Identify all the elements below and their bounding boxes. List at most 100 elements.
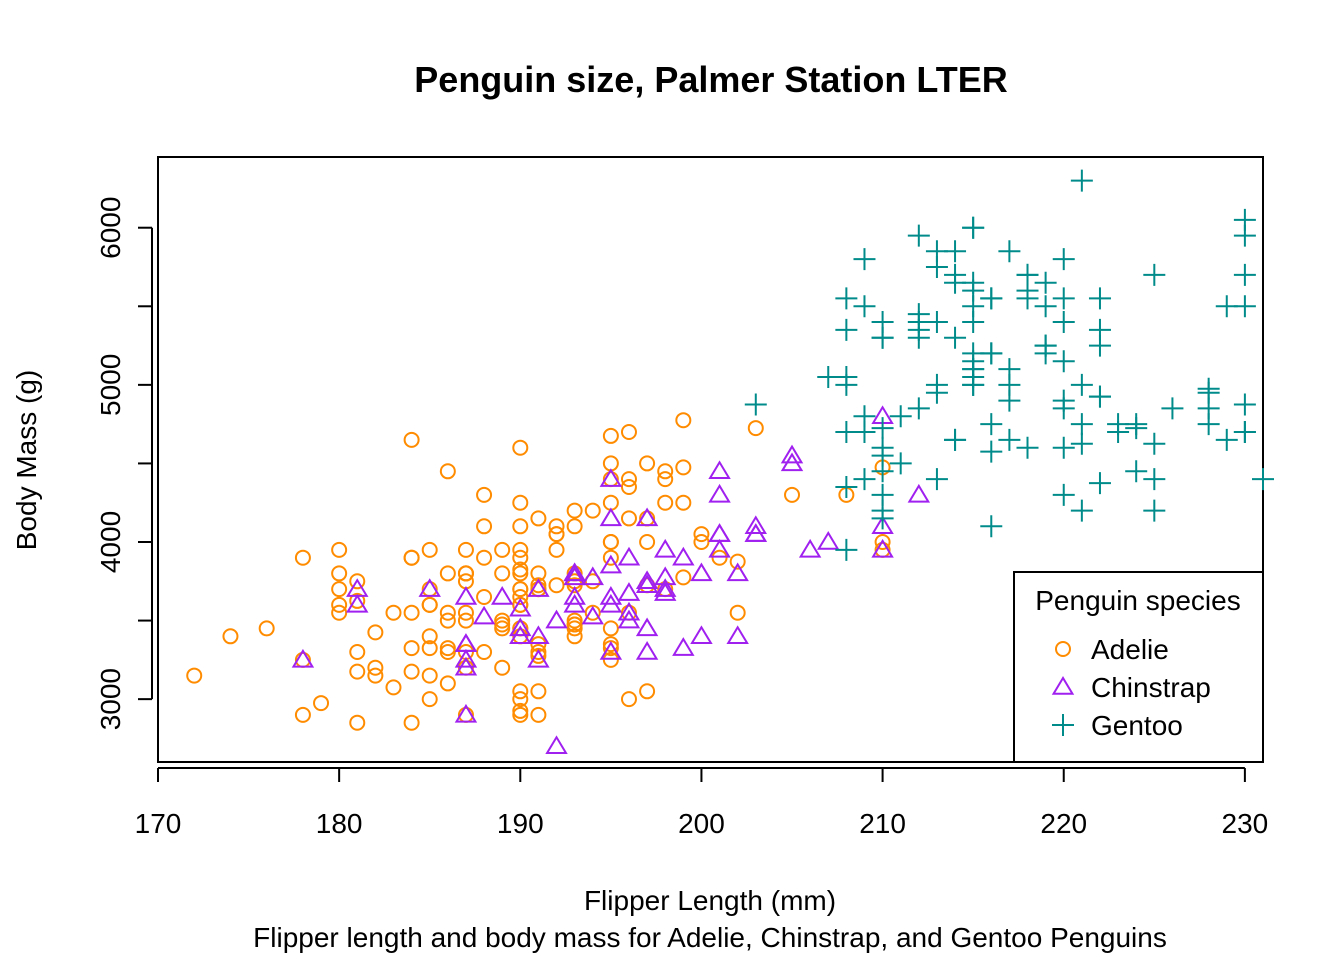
chinstrap-point bbox=[509, 617, 532, 637]
gentoo-point bbox=[925, 468, 948, 491]
chinstrap-point bbox=[418, 578, 441, 597]
gentoo-point bbox=[835, 318, 858, 341]
adelie-point bbox=[693, 534, 710, 550]
gentoo-point bbox=[1070, 373, 1093, 396]
chinstrap-point bbox=[599, 586, 623, 605]
adelie-point bbox=[512, 561, 529, 578]
gentoo-point bbox=[1233, 224, 1256, 247]
chinstrap-point bbox=[708, 523, 731, 542]
gentoo-point bbox=[835, 421, 858, 443]
gentoo-point bbox=[1197, 397, 1220, 420]
adelie-point bbox=[784, 486, 801, 503]
adelie-point bbox=[620, 471, 637, 488]
adelie-point bbox=[294, 549, 311, 566]
adelie-point bbox=[584, 502, 601, 519]
chinstrap-point bbox=[653, 578, 677, 597]
adelie-point bbox=[548, 526, 565, 543]
chinstrap-point bbox=[581, 566, 604, 586]
gentoo-point bbox=[944, 271, 967, 294]
legend-title: Penguin species bbox=[1035, 585, 1240, 616]
gentoo-point bbox=[1215, 428, 1238, 451]
adelie-point bbox=[620, 691, 637, 708]
adelie-point bbox=[476, 549, 493, 566]
x-tick-label: 200 bbox=[678, 808, 725, 839]
gentoo-point bbox=[1143, 263, 1166, 286]
chinstrap-point bbox=[454, 648, 478, 668]
adelie-point bbox=[566, 612, 583, 629]
chinstrap-point bbox=[490, 586, 514, 605]
gentoo-point bbox=[944, 428, 967, 451]
adelie-point bbox=[186, 667, 203, 684]
adelie-point bbox=[639, 534, 656, 550]
adelie-point bbox=[693, 526, 710, 543]
gentoo-point bbox=[998, 428, 1021, 451]
adelie-point bbox=[403, 431, 420, 448]
gentoo-point bbox=[1233, 295, 1256, 318]
adelie-point bbox=[349, 644, 366, 660]
gentoo-point bbox=[853, 295, 876, 318]
gentoo-point bbox=[907, 224, 930, 247]
gentoo-point bbox=[962, 342, 985, 365]
series-adelie bbox=[186, 412, 891, 731]
chinstrap-point bbox=[635, 507, 659, 527]
gentoo-point bbox=[835, 373, 858, 396]
legend-marker-gentoo bbox=[1052, 714, 1074, 736]
legend-label-gentoo: Gentoo bbox=[1091, 710, 1183, 741]
adelie-point bbox=[439, 644, 456, 660]
legend-marker-chinstrap bbox=[1051, 676, 1075, 695]
gentoo-point bbox=[1052, 350, 1075, 373]
adelie-point bbox=[494, 620, 511, 637]
adelie-point bbox=[675, 494, 692, 511]
chinstrap-point bbox=[672, 637, 695, 656]
adelie-point bbox=[566, 577, 583, 594]
adelie-point bbox=[512, 581, 529, 598]
gentoo-point bbox=[1016, 436, 1039, 459]
adelie-point bbox=[657, 463, 674, 480]
chinstrap-point bbox=[907, 483, 931, 503]
gentoo-point bbox=[744, 393, 767, 416]
adelie-point bbox=[494, 565, 511, 582]
legend-marker-adelie bbox=[1055, 641, 1071, 657]
adelie-point bbox=[331, 596, 348, 613]
gentoo-point bbox=[1143, 499, 1166, 522]
adelie-point bbox=[530, 644, 547, 660]
chinstrap-point bbox=[617, 609, 641, 629]
adelie-point bbox=[512, 549, 529, 566]
chinstrap-point bbox=[509, 625, 532, 645]
adelie-point bbox=[512, 518, 529, 535]
adelie-point bbox=[512, 589, 529, 605]
adelie-point bbox=[331, 565, 348, 582]
adelie-point bbox=[222, 628, 239, 645]
adelie-point bbox=[566, 620, 583, 637]
chinstrap-point bbox=[871, 515, 894, 535]
adelie-point bbox=[331, 541, 348, 558]
gentoo-point bbox=[1161, 397, 1184, 420]
chinstrap-point bbox=[563, 593, 586, 613]
chinstrap-point bbox=[527, 648, 550, 668]
chinstrap-point bbox=[744, 523, 768, 542]
chinstrap-point bbox=[744, 515, 768, 535]
gentoo-point bbox=[1052, 248, 1075, 271]
adelie-point bbox=[566, 518, 583, 535]
chinstrap-point bbox=[635, 641, 659, 660]
chinstrap-point bbox=[454, 633, 478, 652]
gentoo-point bbox=[998, 358, 1021, 381]
adelie-point bbox=[602, 636, 619, 653]
chinstrap-point bbox=[563, 562, 586, 582]
y-tick-label: 6000 bbox=[95, 197, 126, 259]
x-tick-label: 220 bbox=[1040, 808, 1087, 839]
adelie-point bbox=[639, 683, 656, 700]
adelie-point bbox=[349, 663, 366, 680]
gentoo-point bbox=[1052, 436, 1075, 459]
adelie-point bbox=[457, 565, 474, 582]
gentoo-point bbox=[1052, 483, 1075, 506]
adelie-point bbox=[512, 683, 529, 700]
gentoo-point bbox=[1034, 295, 1057, 318]
adelie-point bbox=[602, 534, 619, 550]
adelie-point bbox=[457, 612, 474, 629]
gentoo-point bbox=[853, 248, 876, 271]
gentoo-point bbox=[980, 515, 1003, 538]
gentoo-point bbox=[1233, 421, 1256, 443]
adelie-point bbox=[729, 553, 746, 570]
